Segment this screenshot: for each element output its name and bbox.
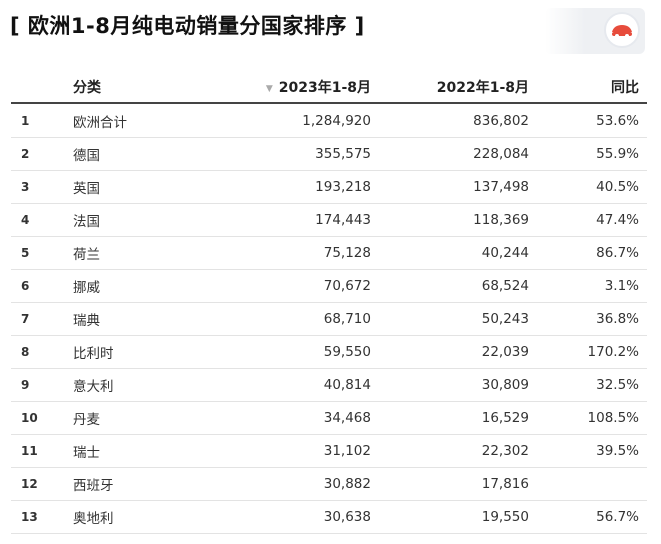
- row-sales-2022: 228,084: [379, 137, 537, 171]
- row-country: 荷兰: [73, 236, 211, 270]
- col-header-2023-label: 2023年1-8月: [278, 80, 371, 96]
- row-country: 法国: [73, 203, 211, 237]
- row-index: 5: [11, 236, 73, 270]
- row-sales-2023: 59,550: [211, 335, 379, 369]
- table-row: 2 德国 355,575 228,084 55.9%: [11, 137, 647, 171]
- sort-desc-icon[interactable]: ▼: [265, 84, 273, 94]
- row-sales-2023: 30,638: [211, 500, 379, 534]
- table-body: 1 欧洲合计 1,284,920 836,802 53.6% 2 德国 355,575 228,…: [11, 103, 647, 534]
- table-row: 10 丹麦 34,468 16,529 108.5%: [11, 401, 647, 435]
- col-header-yoy[interactable]: 同比: [537, 72, 647, 104]
- row-country: 英国: [73, 170, 211, 204]
- brand-logo: [545, 8, 645, 54]
- table-row: 6 挪威 70,672 68,524 3.1%: [11, 269, 647, 303]
- row-index: 4: [11, 203, 73, 237]
- row-country: 瑞士: [73, 434, 211, 468]
- row-sales-2023: 70,672: [211, 269, 379, 303]
- table-row: 1 欧洲合计 1,284,920 836,802 53.6%: [11, 103, 647, 138]
- row-sales-2023: 355,575: [211, 137, 379, 171]
- row-index: 1: [11, 103, 73, 138]
- table-row: 13 奥地利 30,638 19,550 56.7%: [11, 500, 647, 534]
- row-country: 挪威: [73, 269, 211, 303]
- row-sales-2022: 17,816: [379, 467, 537, 501]
- row-yoy: 40.5%: [537, 170, 647, 204]
- row-sales-2023: 68,710: [211, 302, 379, 336]
- row-sales-2022: 68,524: [379, 269, 537, 303]
- row-sales-2022: 836,802: [379, 103, 537, 138]
- table-row: 4 法国 174,443 118,369 47.4%: [11, 203, 647, 237]
- sales-table: 分类 ▼ 2023年1-8月 2022年1-8月 同比 1 欧洲合计 1,284,92…: [11, 72, 647, 534]
- row-country: 瑞典: [73, 302, 211, 336]
- row-index: 10: [11, 401, 73, 435]
- row-yoy: 170.2%: [537, 335, 647, 369]
- table-row: 9 意大利 40,814 30,809 32.5%: [11, 368, 647, 402]
- row-yoy: 3.1%: [537, 269, 647, 303]
- row-yoy: 108.5%: [537, 401, 647, 435]
- row-yoy: 47.4%: [537, 203, 647, 237]
- row-country: 欧洲合计: [73, 103, 211, 138]
- row-index: 8: [11, 335, 73, 369]
- page-title: [ 欧洲1-8月纯电动销量分国家排序 ]: [10, 14, 365, 38]
- row-sales-2023: 174,443: [211, 203, 379, 237]
- row-index: 9: [11, 368, 73, 402]
- row-index: 2: [11, 137, 73, 171]
- table-header-row: 分类 ▼ 2023年1-8月 2022年1-8月 同比: [11, 72, 647, 104]
- row-sales-2023: 30,882: [211, 467, 379, 501]
- row-country: 西班牙: [73, 467, 211, 501]
- row-sales-2023: 40,814: [211, 368, 379, 402]
- row-sales-2022: 30,809: [379, 368, 537, 402]
- table-row: 3 英国 193,218 137,498 40.5%: [11, 170, 647, 204]
- row-yoy: 56.7%: [537, 500, 647, 534]
- table-row: 11 瑞士 31,102 22,302 39.5%: [11, 434, 647, 468]
- row-sales-2022: 40,244: [379, 236, 537, 270]
- row-sales-2022: 137,498: [379, 170, 537, 204]
- row-index: 3: [11, 170, 73, 204]
- table-row: 8 比利时 59,550 22,039 170.2%: [11, 335, 647, 369]
- row-yoy: 86.7%: [537, 236, 647, 270]
- row-sales-2022: 16,529: [379, 401, 537, 435]
- row-sales-2022: 22,302: [379, 434, 537, 468]
- row-sales-2022: 118,369: [379, 203, 537, 237]
- col-header-2022[interactable]: 2022年1-8月: [379, 72, 537, 104]
- table-row: 12 西班牙 30,882 17,816: [11, 467, 647, 501]
- row-sales-2023: 1,284,920: [211, 103, 379, 138]
- row-yoy: [537, 467, 647, 501]
- row-yoy: 39.5%: [537, 434, 647, 468]
- row-country: 意大利: [73, 368, 211, 402]
- row-sales-2023: 31,102: [211, 434, 379, 468]
- row-sales-2023: 34,468: [211, 401, 379, 435]
- row-sales-2022: 19,550: [379, 500, 537, 534]
- row-yoy: 55.9%: [537, 137, 647, 171]
- col-header-2023[interactable]: ▼ 2023年1-8月: [211, 72, 379, 104]
- row-index: 13: [11, 500, 73, 534]
- row-sales-2022: 50,243: [379, 302, 537, 336]
- row-sales-2023: 193,218: [211, 170, 379, 204]
- row-sales-2023: 75,128: [211, 236, 379, 270]
- row-index: 6: [11, 269, 73, 303]
- row-index: 12: [11, 467, 73, 501]
- row-country: 奥地利: [73, 500, 211, 534]
- row-country: 比利时: [73, 335, 211, 369]
- row-sales-2022: 22,039: [379, 335, 537, 369]
- row-index: 11: [11, 434, 73, 468]
- table-row: 5 荷兰 75,128 40,244 86.7%: [11, 236, 647, 270]
- row-index: 7: [11, 302, 73, 336]
- col-header-category[interactable]: 分类: [73, 72, 211, 104]
- table-row: 7 瑞典 68,710 50,243 36.8%: [11, 302, 647, 336]
- row-yoy: 53.6%: [537, 103, 647, 138]
- row-country: 丹麦: [73, 401, 211, 435]
- car-logo-icon: [604, 12, 640, 48]
- col-header-index: [11, 72, 73, 104]
- row-yoy: 32.5%: [537, 368, 647, 402]
- row-yoy: 36.8%: [537, 302, 647, 336]
- row-country: 德国: [73, 137, 211, 171]
